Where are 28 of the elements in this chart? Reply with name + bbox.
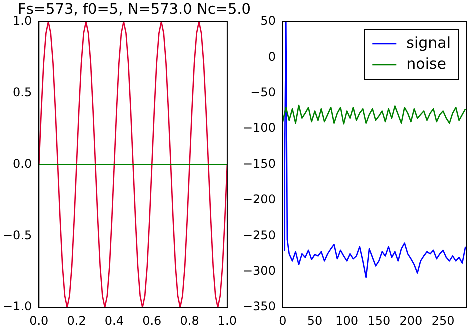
x-tick-label: 250 — [432, 314, 455, 328]
x-tick-label: 0 — [279, 314, 287, 328]
y-tick-label: −50 — [250, 86, 276, 100]
y-tick-label: 0.0 — [13, 156, 32, 171]
y-tick-label: −300 — [242, 264, 276, 278]
x-tick-label: 150 — [368, 314, 391, 328]
x-tick-label: 0.6 — [142, 314, 162, 328]
y-tick-label: −100 — [242, 121, 276, 136]
y-tick-label: −200 — [242, 192, 276, 207]
x-tick-label: 0.0 — [30, 314, 49, 328]
x-tick-label: 0.4 — [104, 314, 124, 328]
y-tick-label: 0.5 — [13, 86, 32, 100]
y-tick-label: 0 — [268, 50, 276, 64]
x-tick-label: 100 — [336, 314, 359, 328]
y-tick-label: −0.5 — [3, 228, 32, 242]
legend-label: noise — [406, 54, 447, 73]
y-tick-label: 50 — [260, 14, 276, 28]
y-tick-label: 1.0 — [13, 14, 32, 28]
y-tick-label: −1.0 — [3, 300, 32, 314]
y-tick-label: −150 — [242, 156, 276, 171]
y-tick-label: −350 — [242, 300, 276, 314]
y-tick-label: −250 — [242, 228, 276, 242]
x-tick-label: 1.0 — [218, 314, 238, 328]
x-tick-label: 200 — [400, 314, 423, 328]
legend-label: signal — [406, 34, 452, 52]
x-tick-label: 0.2 — [67, 314, 86, 328]
x-tick-label: 50 — [307, 314, 323, 328]
x-tick-label: 0.8 — [180, 314, 200, 328]
